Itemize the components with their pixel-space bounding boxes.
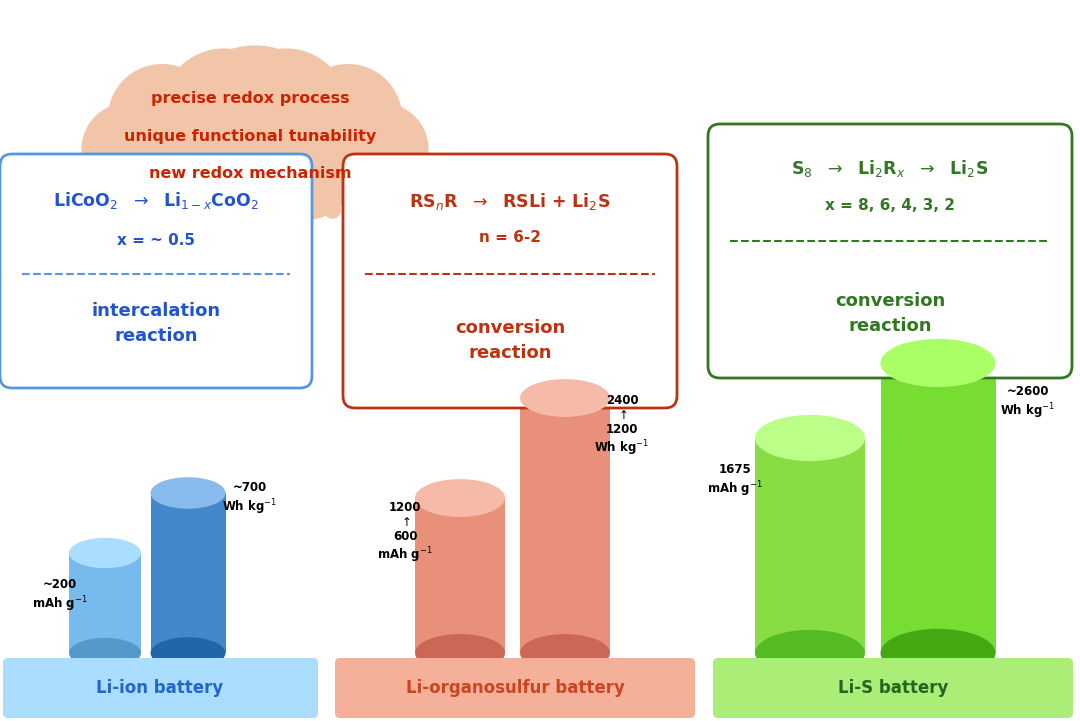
Circle shape <box>162 48 286 172</box>
Ellipse shape <box>415 479 505 517</box>
Ellipse shape <box>880 339 996 387</box>
Circle shape <box>108 68 232 192</box>
Text: conversion
reaction: conversion reaction <box>455 319 565 363</box>
Polygon shape <box>69 553 141 653</box>
Ellipse shape <box>519 379 610 417</box>
Text: RS$_n$R  $\rightarrow$  RSLi + Li$_2$S: RS$_n$R $\rightarrow$ RSLi + Li$_2$S <box>409 190 610 211</box>
Circle shape <box>294 64 402 172</box>
Ellipse shape <box>150 477 226 509</box>
Text: ~700
Wh kg$^{-1}$: ~700 Wh kg$^{-1}$ <box>222 482 278 517</box>
FancyBboxPatch shape <box>3 658 318 718</box>
Text: S$_8$  $\rightarrow$  Li$_2$R$_x$  $\rightarrow$  Li$_2$S: S$_8$ $\rightarrow$ Li$_2$R$_x$ $\righta… <box>792 157 988 179</box>
FancyBboxPatch shape <box>708 124 1072 378</box>
Circle shape <box>336 103 429 196</box>
Text: conversion
reaction: conversion reaction <box>835 293 945 335</box>
Circle shape <box>324 202 341 218</box>
Text: Li-ion battery: Li-ion battery <box>96 679 224 697</box>
Circle shape <box>108 64 216 172</box>
Text: ~2600
Wh kg$^{-1}$: ~2600 Wh kg$^{-1}$ <box>1000 385 1055 420</box>
Circle shape <box>240 97 364 221</box>
Text: x = 8, 6, 4, 3, 2: x = 8, 6, 4, 3, 2 <box>825 198 955 213</box>
FancyBboxPatch shape <box>343 154 677 408</box>
Ellipse shape <box>755 415 865 461</box>
Ellipse shape <box>69 538 141 568</box>
Text: precise redox process: precise redox process <box>151 91 349 105</box>
FancyBboxPatch shape <box>0 154 312 388</box>
Text: intercalation
reaction: intercalation reaction <box>92 303 220 345</box>
Text: ~200
mAh g$^{-1}$: ~200 mAh g$^{-1}$ <box>32 578 87 614</box>
Polygon shape <box>519 398 610 653</box>
Ellipse shape <box>69 638 141 668</box>
Text: new redox mechanism: new redox mechanism <box>149 167 351 182</box>
Circle shape <box>197 105 314 222</box>
Circle shape <box>147 97 270 221</box>
Text: unique functional tunability: unique functional tunability <box>124 128 376 143</box>
Text: 2400
$\uparrow$
1200
Wh kg$^{-1}$: 2400 $\uparrow$ 1200 Wh kg$^{-1}$ <box>594 394 649 458</box>
Ellipse shape <box>880 629 996 677</box>
Ellipse shape <box>519 634 610 672</box>
Circle shape <box>279 68 402 192</box>
Circle shape <box>81 103 174 196</box>
Polygon shape <box>150 493 226 653</box>
Polygon shape <box>880 363 996 653</box>
Circle shape <box>224 48 348 172</box>
Polygon shape <box>415 498 505 653</box>
FancyBboxPatch shape <box>335 658 696 718</box>
Circle shape <box>283 172 320 208</box>
Circle shape <box>174 45 336 207</box>
Text: 1675
mAh g$^{-1}$: 1675 mAh g$^{-1}$ <box>707 464 762 499</box>
Text: x = ~ 0.5: x = ~ 0.5 <box>117 234 195 249</box>
Ellipse shape <box>415 634 505 672</box>
Text: 1200
$\uparrow$
600
mAh g$^{-1}$: 1200 $\uparrow$ 600 mAh g$^{-1}$ <box>377 501 433 565</box>
Ellipse shape <box>150 637 226 669</box>
Ellipse shape <box>755 630 865 676</box>
Polygon shape <box>755 438 865 653</box>
Circle shape <box>308 189 333 214</box>
Text: LiCoO$_2$  $\rightarrow$  Li$_{1-x}$CoO$_2$: LiCoO$_2$ $\rightarrow$ Li$_{1-x}$CoO$_2… <box>53 190 259 211</box>
Text: Li-S battery: Li-S battery <box>838 679 948 697</box>
Text: Li-organosulfur battery: Li-organosulfur battery <box>406 679 624 697</box>
FancyBboxPatch shape <box>713 658 1074 718</box>
Text: n = 6-2: n = 6-2 <box>480 231 541 245</box>
